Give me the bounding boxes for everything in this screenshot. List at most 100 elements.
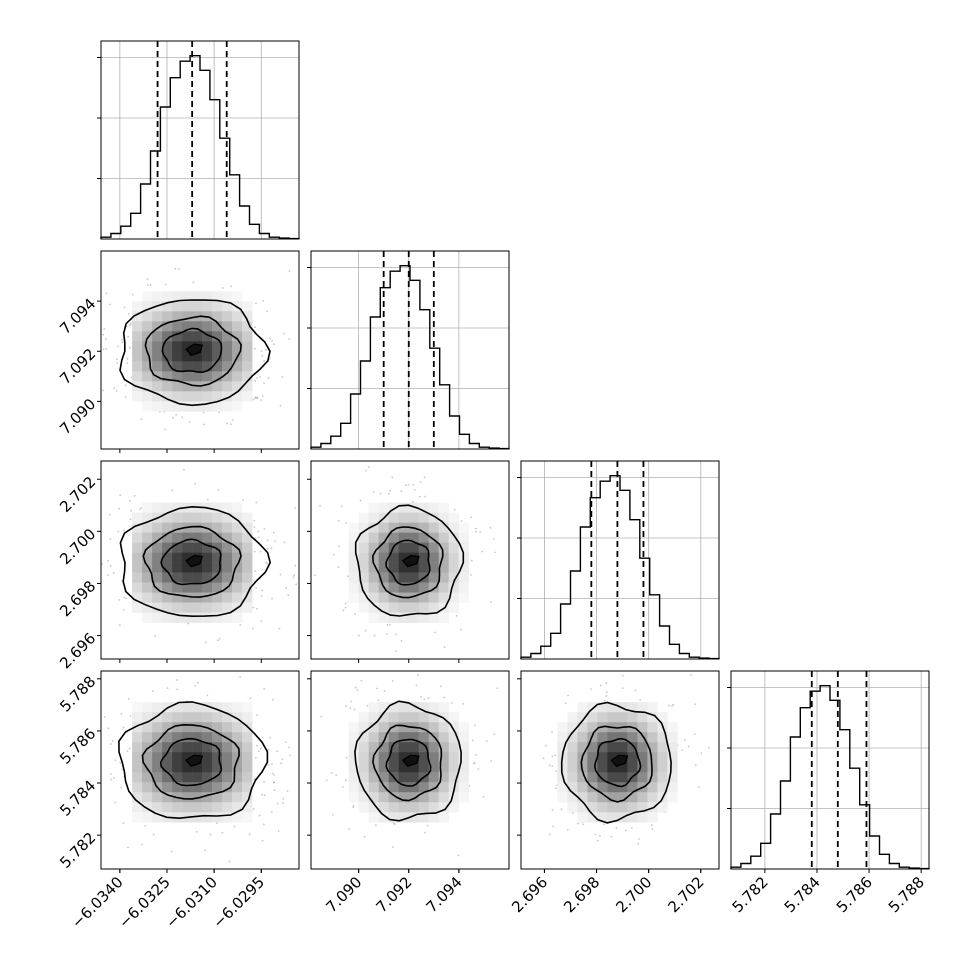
sample-point: [376, 687, 378, 690]
sample-point: [263, 794, 266, 797]
x-tick-label: 7.090: [322, 873, 365, 916]
density-cell: [242, 331, 253, 342]
sample-point: [175, 679, 178, 681]
panel-2-1: [307, 460, 510, 663]
density-cell: [212, 552, 223, 563]
sample-point: [279, 573, 282, 576]
sample-point: [122, 726, 125, 729]
density-cell: [627, 802, 638, 813]
density-cell: [162, 552, 173, 563]
density-cell: [438, 802, 449, 813]
histogram-step: [730, 684, 930, 870]
x-tick-label: 7.094: [423, 873, 466, 916]
sample-point: [287, 594, 290, 597]
x-tick-label: 2.700: [612, 873, 655, 916]
density-cell: [577, 792, 588, 803]
sample-point: [700, 752, 703, 755]
density-cell: [408, 812, 419, 823]
density-cell: [202, 552, 213, 563]
density-cell: [647, 752, 658, 763]
density-cell: [152, 391, 163, 402]
density-cell: [232, 562, 243, 573]
sample-point: [254, 397, 257, 399]
sample-point: [472, 762, 475, 765]
density-cell: [418, 712, 429, 723]
density-cell: [368, 522, 379, 533]
density-cell: [657, 772, 668, 783]
density-cell: [192, 401, 203, 412]
sample-point: [239, 624, 242, 626]
sample-point: [451, 702, 453, 704]
density-cell: [162, 401, 173, 412]
density-cell: [348, 742, 359, 753]
y-tick-label: 7.090: [56, 395, 99, 438]
sample-point: [285, 587, 287, 590]
sample-point: [268, 358, 271, 360]
density-cell: [232, 311, 243, 322]
sample-point: [423, 476, 426, 479]
sample-point: [289, 754, 291, 757]
density-cell: [172, 522, 183, 533]
sample-point: [194, 684, 197, 687]
density-cell: [368, 802, 379, 813]
sample-point: [118, 599, 121, 601]
density-cell: [232, 512, 243, 523]
sample-point: [280, 762, 283, 765]
sample-point: [360, 679, 363, 682]
density-cell: [172, 351, 183, 362]
density-cell: [368, 542, 379, 553]
density-cell: [348, 772, 359, 783]
density-cell: [212, 732, 223, 743]
density-cell: [567, 762, 578, 773]
density-cell: [438, 612, 449, 623]
density-cell: [242, 592, 253, 603]
sample-point: [342, 609, 345, 612]
density-cell: [212, 341, 223, 352]
density-cell: [418, 562, 429, 573]
sample-point: [694, 703, 697, 706]
density-cell: [567, 772, 578, 783]
density-cell: [358, 772, 369, 783]
density-cell: [408, 802, 419, 813]
sample-point: [462, 702, 465, 705]
density-cell: [212, 512, 223, 523]
sample-point: [294, 507, 296, 509]
density-cell: [232, 812, 243, 823]
density-cell: [182, 702, 193, 713]
contour-inner: [160, 538, 222, 586]
density-cell: [418, 522, 429, 533]
sample-point: [354, 613, 356, 615]
sample-point: [253, 519, 256, 522]
density-cell: [182, 381, 193, 392]
sample-point: [118, 507, 120, 510]
density-cell: [428, 752, 439, 763]
sample-point: [127, 846, 129, 849]
sample-point: [482, 795, 485, 798]
density-cell: [617, 772, 628, 783]
density-cell: [192, 782, 203, 793]
panel-1-0: [97, 250, 300, 453]
density-cell: [212, 301, 223, 312]
density-cell: [132, 522, 143, 533]
sample-point: [292, 576, 295, 579]
sample-point: [594, 833, 597, 836]
density-cell: [647, 702, 658, 713]
density-cell: [358, 592, 369, 603]
sample-point: [373, 491, 375, 493]
density-cell: [152, 602, 163, 613]
sample-point: [282, 797, 285, 800]
density-cell: [232, 802, 243, 813]
sample-point: [140, 507, 143, 509]
density-cell: [182, 592, 193, 603]
density-cell: [587, 742, 598, 753]
sample-point: [126, 357, 129, 360]
density-cell: [617, 712, 628, 723]
sample-point: [420, 696, 422, 698]
density-cell: [182, 562, 193, 573]
density-cell: [378, 592, 389, 603]
density-cell: [142, 802, 153, 813]
density-cell: [657, 732, 668, 743]
density-cell: [222, 602, 233, 613]
density-cell: [212, 772, 223, 783]
density-cell: [152, 762, 163, 773]
